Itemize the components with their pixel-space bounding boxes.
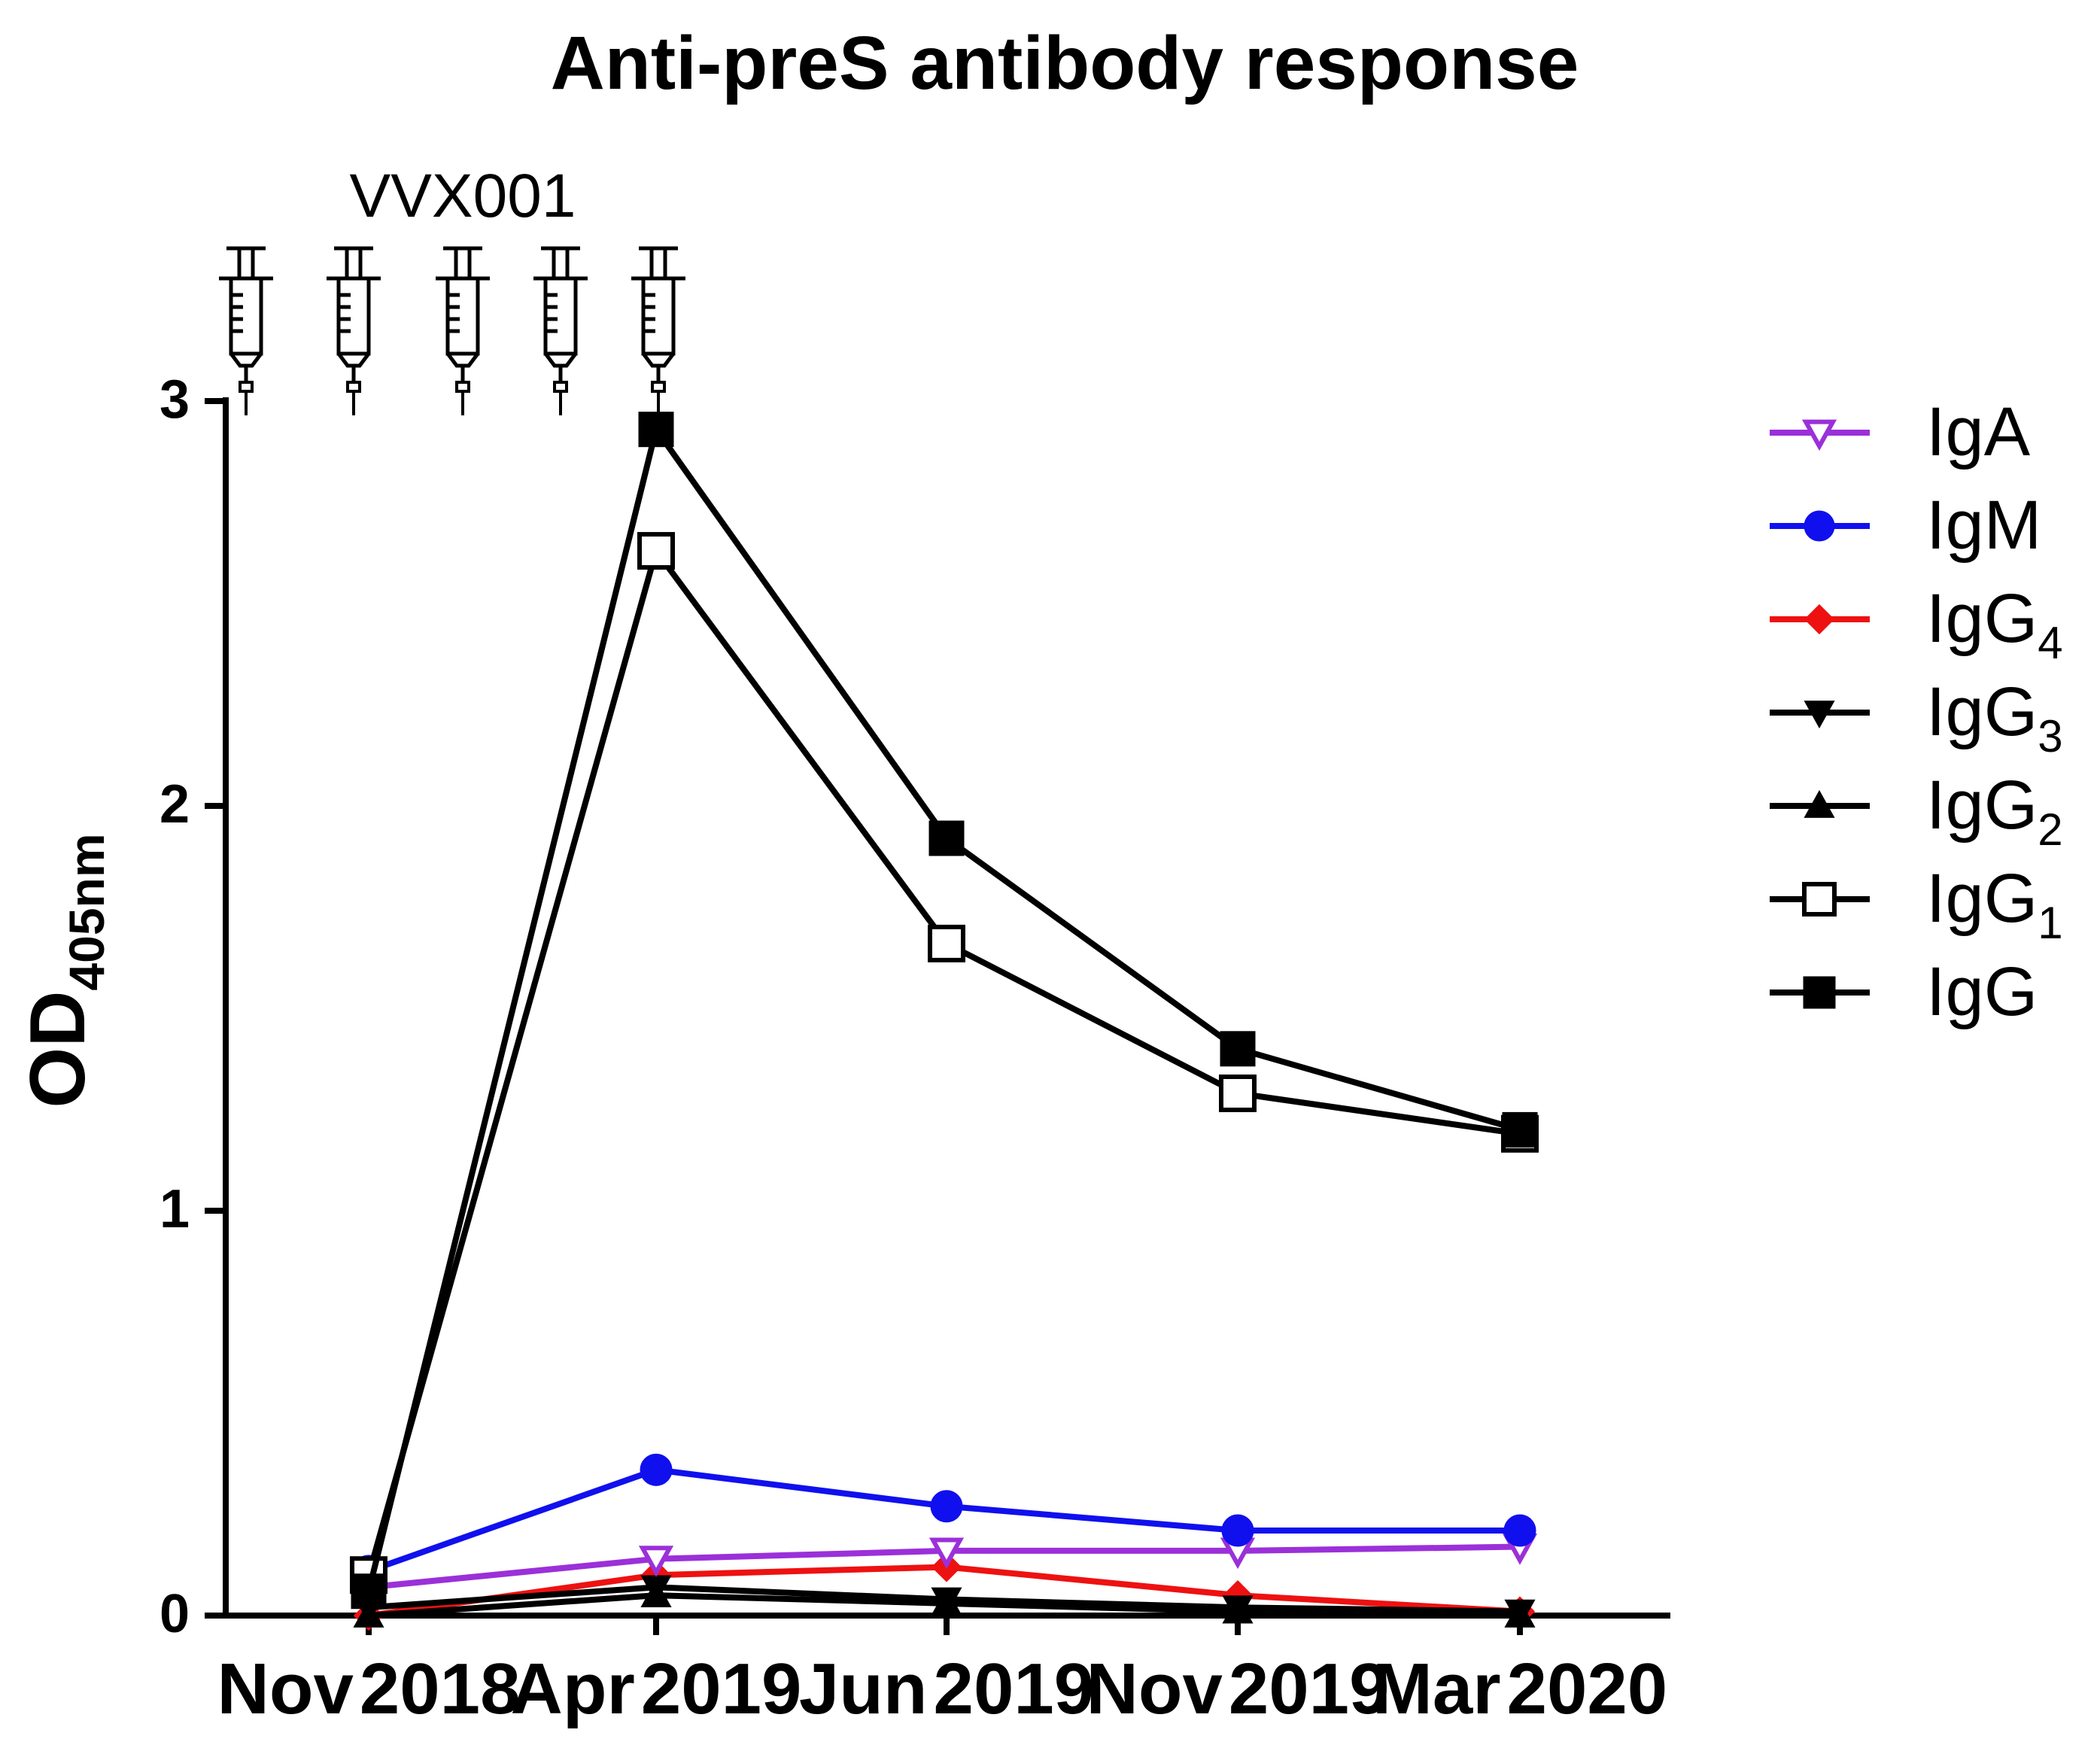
legend-entry: IgA bbox=[1770, 394, 2031, 470]
legend-label-subscript: 2 bbox=[2038, 804, 2062, 855]
legend-entry: IgG2 bbox=[1770, 767, 2063, 855]
data-point bbox=[928, 1537, 965, 1570]
legend-label-subscript: 1 bbox=[2038, 898, 2062, 948]
y-tick-label: 1 bbox=[160, 1179, 190, 1239]
legend-marker bbox=[1802, 882, 1837, 917]
data-point bbox=[930, 1490, 963, 1523]
y-tick-label: 0 bbox=[160, 1584, 190, 1644]
y-tick-label: 3 bbox=[160, 369, 190, 430]
legend-marker bbox=[1804, 789, 1835, 818]
legend-marker bbox=[1804, 701, 1835, 729]
data-point bbox=[640, 1579, 672, 1607]
legend-entry: IgG bbox=[1770, 953, 2038, 1030]
syringe-icon bbox=[631, 246, 685, 415]
legend-label-main: IgG bbox=[1926, 860, 2038, 937]
legend-entry: IgG4 bbox=[1770, 580, 2063, 668]
legend-label: IgG3 bbox=[1926, 673, 2063, 762]
injection-markers bbox=[219, 246, 685, 415]
legend-marker bbox=[1801, 419, 1837, 451]
legend-marker bbox=[1804, 510, 1835, 542]
data-point bbox=[640, 1453, 673, 1486]
x-tick-year: 2020 bbox=[1507, 1649, 1668, 1729]
x-tick-label: Nov2018 bbox=[217, 1649, 521, 1729]
x-tick-label: Apr2019 bbox=[511, 1649, 802, 1729]
legend-label-main: IgG bbox=[1926, 767, 2038, 844]
syringe-icon bbox=[219, 246, 273, 415]
data-point bbox=[1219, 1074, 1257, 1112]
data-point bbox=[1220, 1031, 1256, 1067]
legend-marker bbox=[1803, 976, 1836, 1009]
data-point bbox=[638, 412, 674, 448]
y-axis-label-subscript: 405nm bbox=[59, 833, 114, 990]
legend-marker bbox=[1804, 603, 1835, 635]
data-point bbox=[1221, 1514, 1254, 1547]
legend-label-main: IgG bbox=[1926, 673, 2038, 750]
x-tick-month: Nov bbox=[217, 1649, 354, 1729]
data-point bbox=[1502, 1111, 1538, 1148]
data-point bbox=[931, 1587, 962, 1616]
legend-label: IgM bbox=[1926, 487, 2041, 564]
x-tick-label: Nov2019 bbox=[1086, 1649, 1390, 1729]
x-tick-label: Mar2020 bbox=[1372, 1649, 1667, 1729]
legend-label: IgG2 bbox=[1926, 767, 2063, 855]
x-tick-year: 2019 bbox=[934, 1649, 1095, 1729]
legend-label-subscript: 3 bbox=[2038, 711, 2062, 762]
syringe-icon bbox=[533, 246, 588, 415]
syringe-icon bbox=[436, 246, 490, 415]
series-group bbox=[350, 412, 1539, 1631]
legend-label-main: IgM bbox=[1926, 487, 2041, 564]
y-axis-label-main: OD bbox=[14, 991, 102, 1108]
data-point bbox=[637, 532, 675, 570]
legend-label-main: IgG bbox=[1926, 580, 2038, 657]
y-axis-label: OD405nm bbox=[14, 833, 114, 1108]
syringe-icon bbox=[327, 246, 381, 415]
x-tick-month: Jun bbox=[799, 1649, 928, 1729]
legend-entry: IgG3 bbox=[1770, 673, 2063, 762]
data-point bbox=[1222, 1595, 1254, 1624]
x-tick-month: Nov bbox=[1086, 1649, 1223, 1729]
data-point bbox=[928, 924, 965, 962]
legend-entry: IgG1 bbox=[1770, 860, 2063, 948]
data-point bbox=[638, 1546, 674, 1577]
legend-label: IgG4 bbox=[1926, 580, 2063, 668]
legend-label: IgG bbox=[1926, 953, 2038, 1030]
legend-label: IgA bbox=[1926, 394, 2031, 470]
vaccine-annotation: VVX001 bbox=[350, 162, 576, 230]
data-point bbox=[353, 1599, 384, 1628]
data-point bbox=[928, 820, 965, 856]
legend-label-subscript: 4 bbox=[2038, 618, 2062, 668]
legend-entry: IgM bbox=[1770, 487, 2041, 564]
legend-label: IgG1 bbox=[1926, 860, 2063, 948]
series-line bbox=[366, 426, 1521, 1592]
y-tick-label: 2 bbox=[160, 774, 190, 834]
x-tick-year: 2019 bbox=[1229, 1649, 1390, 1729]
x-tick-month: Mar bbox=[1372, 1649, 1501, 1729]
series-igg2 bbox=[353, 1579, 1536, 1628]
series-igg1 bbox=[350, 532, 1539, 1594]
series-igg bbox=[351, 412, 1538, 1610]
data-point bbox=[351, 1573, 387, 1610]
x-tick-year: 2019 bbox=[641, 1649, 802, 1729]
data-point bbox=[1503, 1514, 1536, 1547]
chart-title: Anti-preS antibody response bbox=[551, 21, 1579, 105]
x-tick-year: 2018 bbox=[360, 1649, 521, 1729]
data-point bbox=[1504, 1599, 1536, 1628]
x-tick-label: Jun2019 bbox=[799, 1649, 1094, 1729]
x-tick-month: Apr bbox=[511, 1649, 635, 1729]
legend-label-main: IgG bbox=[1926, 953, 2038, 1030]
legend-label-main: IgA bbox=[1926, 394, 2031, 470]
series-line bbox=[366, 548, 1521, 1576]
